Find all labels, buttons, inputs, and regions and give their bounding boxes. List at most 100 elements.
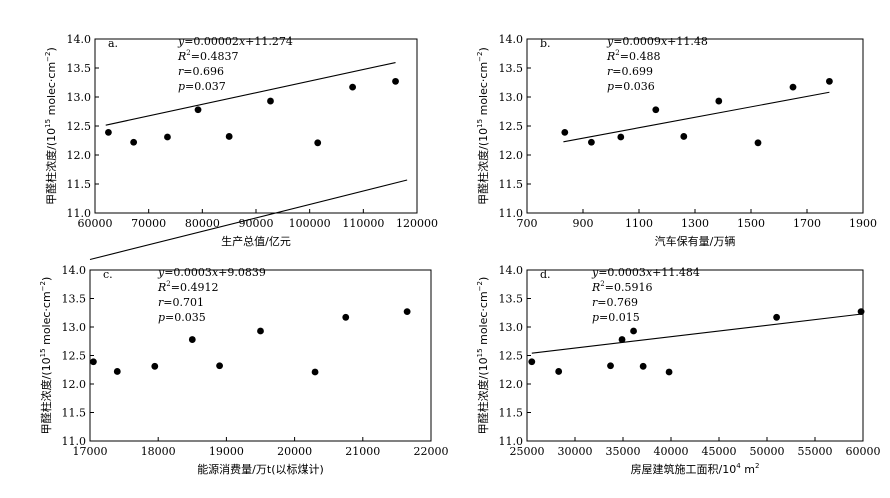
data-point-d (639, 362, 647, 370)
data-point-c (257, 327, 264, 335)
panel-a: 11.0 11.5 12.0 12.5 13.0 13.5 14.0 60000 70000 80… (44, 33, 438, 248)
y-tick-label-c: 11.0 (62, 435, 87, 448)
x-tick-label-d: 55000 (798, 445, 833, 458)
annotation-p-a: p=0.037 (178, 80, 226, 93)
annotation-r-d: r=0.769 (592, 296, 638, 309)
x-tick-label-d: 50000 (750, 445, 785, 458)
data-point-b (754, 139, 762, 147)
annotation-r2-a: R2=0.4837 (177, 49, 238, 63)
data-point-d (607, 362, 614, 370)
y-tick-label-a: 11.5 (67, 178, 92, 191)
annotation-eq-d: y=0.0003x+11.484 (591, 266, 700, 279)
x-tick-label-a: 70000 (131, 217, 166, 230)
data-point-d (665, 368, 673, 376)
data-point-a (164, 133, 171, 141)
data-point-a (194, 106, 202, 114)
regression-line-d (531, 313, 864, 354)
annotation-r-b: r=0.699 (607, 65, 653, 78)
y-tick-label-a: 13.5 (67, 62, 92, 75)
annotation-r-c: r=0.701 (158, 296, 204, 309)
x-tick-label-a: 100000 (289, 217, 331, 230)
annotation-eq-c: y=0.0003x+9.0839 (157, 266, 266, 279)
data-point-a (392, 77, 399, 85)
annotation-eq-a: y=0.00002x+11.274 (177, 35, 293, 48)
data-point-c (90, 358, 97, 366)
annotation-r2-c: R2=0.4912 (157, 280, 218, 294)
x-tick-label-b: 700 (517, 217, 538, 230)
x-tick-label-c: 20000 (277, 445, 312, 458)
x-tick-label-b: 900 (573, 217, 594, 230)
panel-c: 11.0 11.5 12.0 12.5 13.0 13.5 14.0 17000 18000 19… (39, 179, 449, 476)
y-tick-label-d: 11.0 (499, 435, 524, 448)
x-tick-label-a: 110000 (342, 217, 384, 230)
y-tick-label-c: 12.5 (62, 350, 87, 363)
y-tick-label-d: 13.0 (499, 321, 524, 334)
y-tick-label-d: 12.5 (499, 350, 524, 363)
y-tick-label-c: 11.5 (62, 407, 87, 420)
y-tick-label-b: 13.0 (499, 91, 524, 104)
data-point-c (403, 308, 411, 316)
x-axis-label-b: 汽车保有量/万辆 (655, 234, 736, 248)
data-point-b (789, 83, 797, 91)
x-tick-label-c: 18000 (141, 445, 176, 458)
y-tick-label-d: 13.5 (499, 293, 524, 306)
y-tick-label-c: 12.0 (62, 378, 87, 391)
data-point-c (151, 362, 159, 370)
y-axis-label-b: 甲醛柱浓度/(1015 molec·cm−2) (476, 47, 490, 205)
y-tick-label-a: 11.0 (67, 207, 92, 220)
annotation-eq-b: y=0.0009x+11.48 (606, 35, 708, 48)
y-axis-label-c: 甲醛柱浓度/(1015 molec·cm−2) (39, 277, 53, 435)
y-tick-label-c: 14.0 (62, 264, 87, 277)
data-point-b (588, 138, 595, 146)
x-tick-label-b: 1700 (793, 217, 821, 230)
y-tick-label-b: 14.0 (499, 33, 524, 46)
annotation-p-b: p=0.036 (607, 80, 655, 93)
data-point-a (267, 97, 274, 105)
x-tick-label-c: 22000 (414, 445, 449, 458)
x-axis-label-c: 能源消费量/万t(以标煤计) (197, 462, 324, 476)
y-tick-label-b: 13.5 (499, 62, 524, 75)
data-point-c (216, 362, 223, 370)
plot-frame-d (526, 269, 864, 442)
panel-b: 11.0 11.5 12.0 12.5 13.0 13.5 14.0 700 900 1100 13… (476, 33, 877, 248)
data-point-b (680, 133, 688, 140)
panel-label-d: d. (540, 268, 551, 281)
y-tick-label-a: 12.0 (67, 149, 92, 162)
x-tick-label-a: 60000 (78, 217, 113, 230)
data-point-b (652, 106, 660, 114)
annotation-p-c: p=0.035 (158, 311, 206, 324)
data-point-d (630, 327, 637, 335)
annotation-p-d: p=0.015 (592, 311, 640, 324)
plot-frame-b (526, 38, 864, 214)
x-tick-label-a: 120000 (396, 217, 438, 230)
annotation-r2-b: R2=0.488 (606, 49, 660, 63)
x-tick-label-a: 80000 (185, 217, 220, 230)
regression-line-a (105, 62, 396, 126)
data-point-a (349, 83, 356, 91)
x-tick-label-a: 90000 (239, 217, 274, 230)
panel-d: 11.0 11.5 12.0 12.5 13.0 13.5 14.0 25000 30000 35… (476, 264, 881, 476)
y-tick-label-b: 11.0 (499, 207, 524, 220)
plot-frame-a (94, 38, 418, 214)
y-axis-label-d: 甲醛柱浓度/(1015 molec·cm−2) (476, 277, 490, 435)
data-point-d (773, 313, 780, 321)
data-point-c (342, 313, 350, 321)
y-tick-label-a: 12.5 (67, 120, 92, 133)
regression-line-b (563, 91, 830, 143)
data-point-a (225, 133, 233, 140)
x-tick-label-b: 1900 (849, 217, 877, 230)
panel-label-b: b. (540, 37, 551, 50)
x-tick-label-b: 1300 (681, 217, 709, 230)
x-tick-label-d: 30000 (558, 445, 593, 458)
x-tick-label-b: 1100 (625, 217, 653, 230)
data-point-a (130, 138, 138, 146)
regression-line-c (89, 179, 408, 261)
x-axis-label-a: 生产总值/亿元 (221, 234, 291, 248)
y-tick-label-c: 13.5 (62, 293, 87, 306)
x-axis-label-d: 房屋建筑施工面积/104 m2 (631, 462, 760, 476)
data-point-a (314, 139, 322, 147)
y-tick-label-a: 13.0 (67, 91, 92, 104)
annotation-r-a: r=0.696 (178, 65, 224, 78)
data-point-c (311, 368, 319, 376)
data-point-d (618, 336, 626, 343)
